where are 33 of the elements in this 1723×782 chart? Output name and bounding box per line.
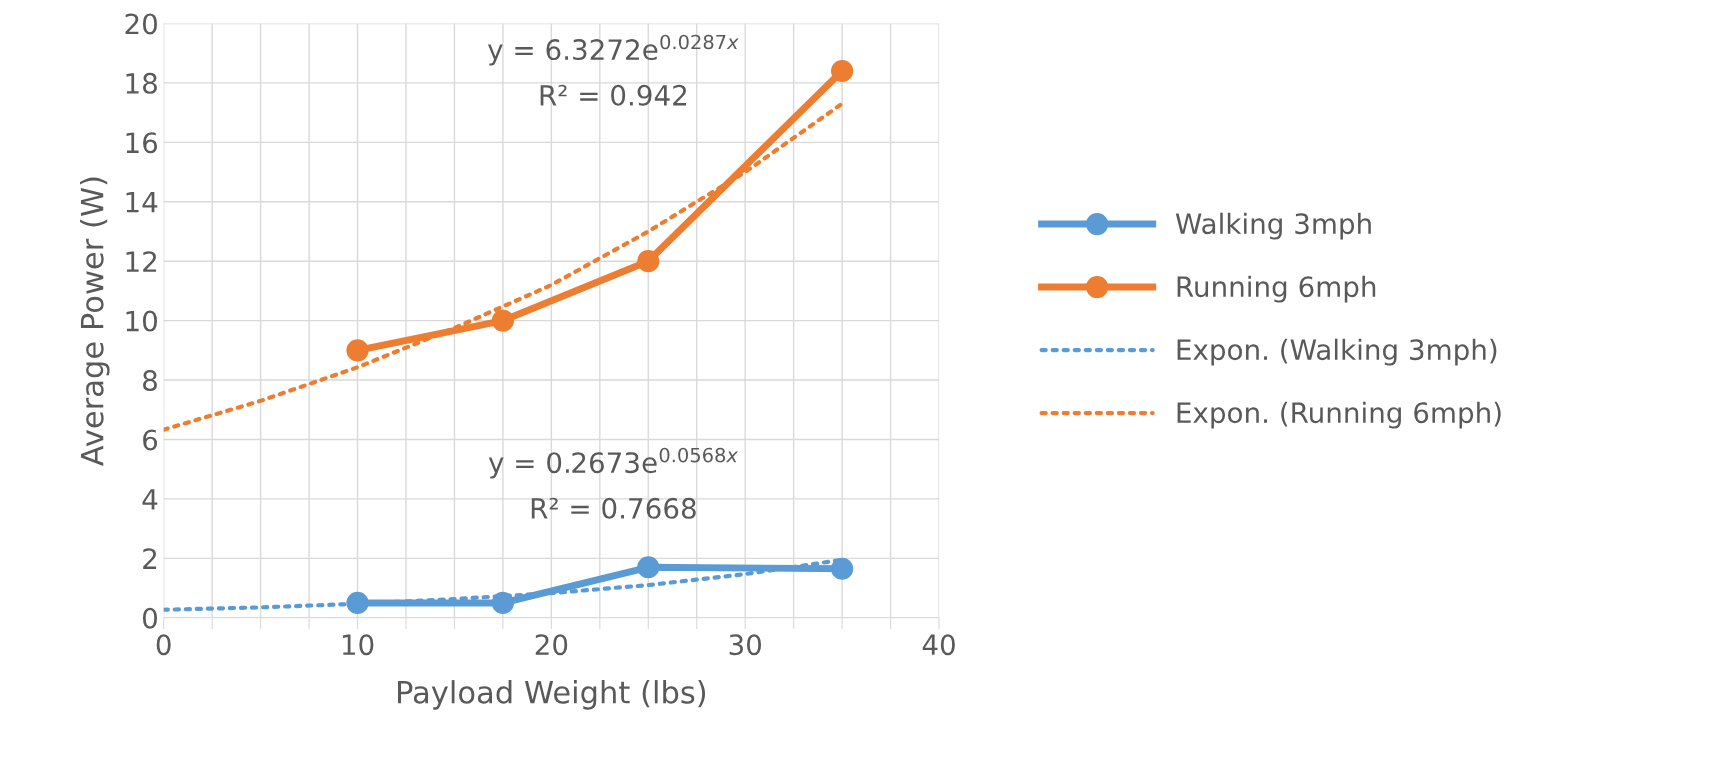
y-tick-label: 20	[125, 13, 157, 35]
annotation: y = 0.2673e$^{0.0568x}$	[488, 447, 739, 479]
x-tick-label: 20	[535, 634, 568, 656]
legend-label: Expon. (Walking 3mph)	[1177, 338, 1497, 366]
annotation: R² = 0.7668	[531, 497, 696, 519]
x-axis-title: Payload Weight (lbs)	[398, 680, 706, 710]
x-tick-label: 40	[922, 634, 955, 656]
point	[346, 339, 369, 362]
legend-label: Expon. (Running 6mph)	[1177, 401, 1501, 429]
x-tick-label: 30	[729, 634, 762, 656]
point	[831, 59, 854, 83]
point	[491, 309, 515, 332]
annotation: R² = 0.942	[540, 84, 687, 106]
annotation: y = 6.3272e$^{0.0287x}$	[487, 34, 739, 66]
y-tick-label: 4	[142, 489, 158, 510]
point	[831, 557, 854, 580]
legend-label: Walking 3mph	[1175, 212, 1371, 240]
point	[491, 591, 515, 615]
y-tick-label: 12	[126, 251, 157, 272]
point	[637, 250, 660, 273]
y-tick-label: 6	[143, 429, 158, 451]
y-tick-label: 10	[126, 310, 157, 332]
y-tick-label: 18	[126, 72, 157, 94]
y-tick-label: 0	[142, 607, 157, 629]
y-tick-label: 8	[143, 369, 157, 391]
legend-label: Running 6mph	[1177, 275, 1376, 303]
point	[637, 556, 660, 579]
y-tick-label: 16	[126, 132, 158, 154]
y-tick-label: 14	[126, 192, 158, 213]
x-tick-label: 10	[342, 634, 374, 656]
y-axis-title: Average Power (W)	[80, 177, 110, 467]
point	[346, 591, 369, 615]
y-tick-label: 2	[143, 548, 157, 569]
